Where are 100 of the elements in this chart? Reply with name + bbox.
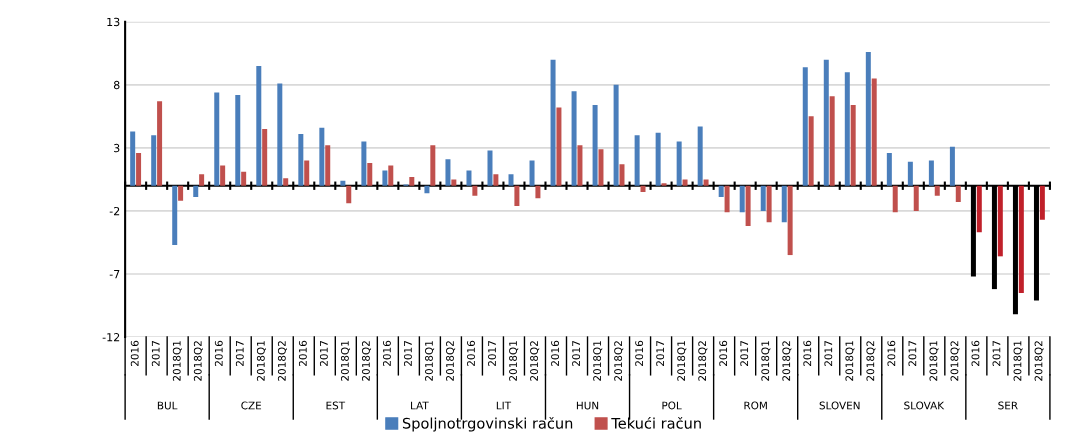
bar bbox=[304, 160, 310, 186]
bar bbox=[1018, 185, 1024, 293]
y-tick-label: -12 bbox=[102, 333, 120, 342]
bar bbox=[157, 101, 163, 186]
bar bbox=[451, 179, 457, 186]
x-tick-label: 2016 bbox=[803, 340, 812, 366]
x-tick-label: 2018Q2 bbox=[950, 341, 960, 381]
x-tick-label: 2017 bbox=[404, 341, 412, 366]
bar bbox=[136, 152, 142, 186]
bar bbox=[724, 185, 730, 213]
bar bbox=[892, 185, 898, 213]
bar bbox=[745, 185, 751, 227]
x-tick-label: 2018Q1 bbox=[761, 341, 771, 381]
legend-label: Tekući račun bbox=[611, 416, 701, 429]
x-tick-label: 2016 bbox=[887, 340, 896, 366]
bar bbox=[151, 135, 157, 186]
bar bbox=[220, 165, 226, 186]
bar bbox=[598, 149, 604, 186]
bar bbox=[718, 185, 724, 198]
bar bbox=[871, 78, 877, 186]
bar bbox=[346, 185, 352, 204]
bar bbox=[445, 159, 451, 186]
x-tick-label: 2017 bbox=[319, 341, 328, 366]
y-tick-label: -2 bbox=[109, 206, 120, 216]
bar bbox=[535, 185, 541, 199]
bar bbox=[235, 94, 241, 186]
bar bbox=[865, 52, 871, 186]
x-tick-label: 2017 bbox=[824, 341, 833, 366]
bar bbox=[283, 178, 289, 186]
text: LAT bbox=[411, 401, 429, 410]
bar bbox=[844, 72, 850, 186]
bar bbox=[676, 141, 682, 186]
x-tick-label: 2018Q2 bbox=[277, 341, 287, 381]
bar bbox=[781, 185, 787, 223]
x-tick-label: 2017 bbox=[740, 341, 749, 366]
bar bbox=[655, 132, 661, 186]
x-tick-label: 2017 bbox=[235, 341, 244, 366]
x-tick-label: 2018Q2 bbox=[530, 341, 540, 381]
text: BUL bbox=[157, 401, 178, 410]
bar bbox=[130, 131, 136, 186]
legend-label: Spoljnotrgovinski račun bbox=[402, 416, 573, 432]
bar bbox=[592, 105, 598, 186]
x-tick-label: 2017 bbox=[656, 341, 665, 366]
text: SLOVEN bbox=[819, 401, 860, 410]
x-tick-label: 2016 bbox=[467, 340, 475, 366]
bar bbox=[487, 150, 493, 186]
bar bbox=[508, 174, 514, 186]
text: SER bbox=[998, 401, 1018, 410]
bar bbox=[556, 107, 562, 186]
bar bbox=[934, 185, 940, 196]
bar bbox=[913, 185, 919, 211]
bar bbox=[241, 171, 247, 186]
x-tick-label: 2018Q2 bbox=[698, 341, 708, 381]
bar bbox=[823, 59, 829, 186]
x-tick-label: 2016 bbox=[130, 340, 139, 366]
bar bbox=[703, 179, 709, 186]
x-tick-label: 2017 bbox=[488, 341, 496, 366]
bar bbox=[340, 180, 346, 186]
x-tick-label: 2018Q1 bbox=[845, 341, 855, 381]
x-tick-label: 2016 bbox=[635, 340, 644, 366]
x-tick-label: 2018Q1 bbox=[425, 341, 435, 381]
x-tick-label: 2018Q1 bbox=[256, 341, 266, 381]
text: LIT bbox=[496, 401, 512, 410]
bar bbox=[382, 170, 388, 186]
x-tick-label: 2016 bbox=[382, 340, 391, 366]
bar bbox=[466, 170, 472, 186]
bar bbox=[172, 185, 178, 245]
bar bbox=[787, 185, 793, 256]
bar bbox=[514, 185, 520, 206]
x-tick-label: 2018Q2 bbox=[193, 341, 203, 381]
bar bbox=[550, 59, 556, 186]
bar bbox=[388, 165, 394, 186]
x-tick-label: 2018Q2 bbox=[614, 341, 624, 381]
x-tick-label: 2018Q1 bbox=[593, 341, 603, 381]
bar bbox=[571, 91, 577, 186]
x-tick-label: 2018Q1 bbox=[677, 341, 687, 381]
bar bbox=[955, 185, 961, 203]
x-tick-label: 2017 bbox=[908, 341, 917, 366]
text: ROM bbox=[744, 401, 767, 410]
x-tick-label: 2017 bbox=[572, 341, 581, 366]
y-tick-label: -7 bbox=[109, 270, 120, 279]
x-tick-label: 2016 bbox=[298, 340, 307, 366]
bar bbox=[661, 183, 667, 186]
x-tick-label: 2018Q2 bbox=[361, 341, 372, 381]
bar bbox=[472, 185, 478, 196]
bar bbox=[949, 146, 955, 186]
text: HUN bbox=[576, 401, 599, 410]
bar bbox=[739, 185, 745, 213]
bar bbox=[697, 126, 703, 186]
x-tick-label: 2016 bbox=[719, 340, 728, 366]
x-tick-label: 2018Q2 bbox=[782, 341, 792, 381]
bar bbox=[298, 134, 304, 186]
text: CZE bbox=[241, 401, 262, 410]
bar bbox=[529, 160, 535, 186]
bar bbox=[766, 185, 772, 223]
bar bbox=[1039, 185, 1045, 220]
x-tick-label: 2018Q1 bbox=[1013, 341, 1023, 381]
x-tick-label: 2016 bbox=[971, 340, 980, 366]
bar bbox=[319, 127, 325, 186]
bar bbox=[199, 174, 205, 186]
